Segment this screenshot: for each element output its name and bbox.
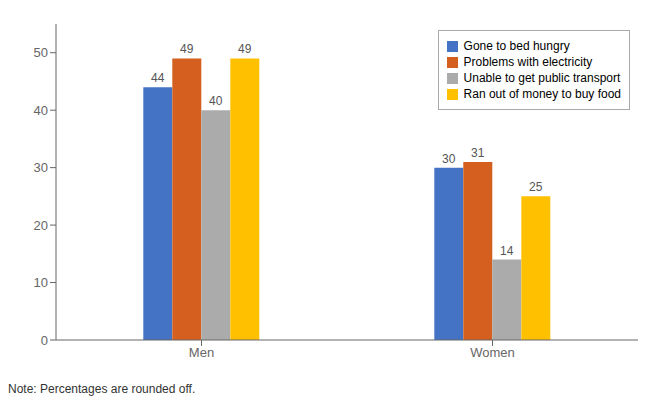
html-text:Gone to bed hungry: Gone to bed hungry — [463, 39, 570, 53]
svg-text:10: 10 — [34, 275, 48, 290]
svg-text:20: 20 — [34, 218, 48, 233]
svg-text:49: 49 — [238, 42, 252, 56]
svg-text:25: 25 — [529, 180, 543, 194]
svg-text:44: 44 — [151, 71, 165, 85]
svg-text:0: 0 — [41, 333, 48, 348]
svg-text:40: 40 — [34, 103, 48, 118]
svg-text:30: 30 — [442, 152, 456, 166]
html-text:Note: Percentages are rounded: Note: Percentages are rounded off. — [8, 382, 196, 396]
svg-text:Men: Men — [189, 345, 214, 360]
svg-text:50: 50 — [34, 45, 48, 60]
html-text:Problems with electricity: Problems with electricity — [463, 55, 593, 69]
svg-text:Women: Women — [470, 345, 515, 360]
html-text:Ran out of money to buy food: Ran out of money to buy food — [463, 87, 621, 101]
svg-text:49: 49 — [180, 42, 194, 56]
svg-text:30: 30 — [34, 160, 48, 175]
svg-text:40: 40 — [209, 94, 223, 108]
svg-text:31: 31 — [471, 146, 485, 160]
svg-text:14: 14 — [500, 244, 514, 258]
html-text:Unable to get public transport: Unable to get public transport — [463, 71, 621, 85]
